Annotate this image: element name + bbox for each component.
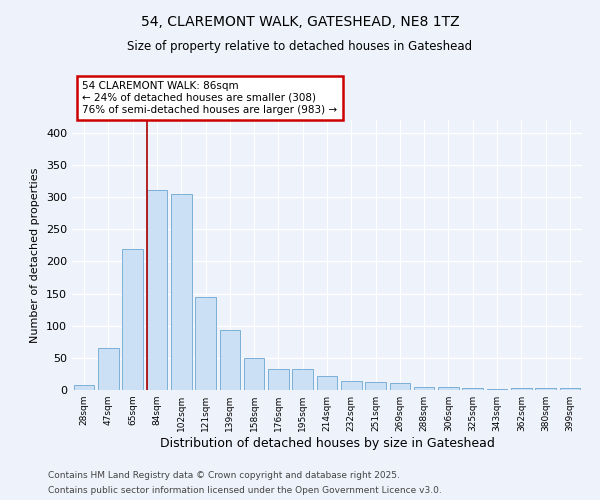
Bar xyxy=(171,194,191,390)
Text: Contains HM Land Registry data © Crown copyright and database right 2025.: Contains HM Land Registry data © Crown c… xyxy=(48,471,400,480)
Text: 54 CLAREMONT WALK: 86sqm
← 24% of detached houses are smaller (308)
76% of semi-: 54 CLAREMONT WALK: 86sqm ← 24% of detach… xyxy=(82,82,337,114)
Bar xyxy=(487,388,508,390)
Bar xyxy=(414,388,434,390)
Bar xyxy=(146,190,167,390)
Bar xyxy=(195,297,216,390)
Bar xyxy=(98,348,119,390)
Text: Contains public sector information licensed under the Open Government Licence v3: Contains public sector information licen… xyxy=(48,486,442,495)
Bar xyxy=(365,382,386,390)
Bar xyxy=(122,248,143,390)
Bar xyxy=(74,385,94,390)
Bar xyxy=(341,381,362,390)
Bar xyxy=(463,388,483,390)
Bar xyxy=(220,330,240,390)
Text: Size of property relative to detached houses in Gateshead: Size of property relative to detached ho… xyxy=(127,40,473,53)
Bar xyxy=(389,383,410,390)
Bar xyxy=(438,388,459,390)
Bar xyxy=(560,388,580,390)
Bar xyxy=(244,358,265,390)
Text: 54, CLAREMONT WALK, GATESHEAD, NE8 1TZ: 54, CLAREMONT WALK, GATESHEAD, NE8 1TZ xyxy=(140,15,460,29)
Bar xyxy=(317,376,337,390)
Bar xyxy=(511,388,532,390)
X-axis label: Distribution of detached houses by size in Gateshead: Distribution of detached houses by size … xyxy=(160,437,494,450)
Bar xyxy=(292,369,313,390)
Bar xyxy=(268,369,289,390)
Y-axis label: Number of detached properties: Number of detached properties xyxy=(31,168,40,342)
Bar xyxy=(535,388,556,390)
